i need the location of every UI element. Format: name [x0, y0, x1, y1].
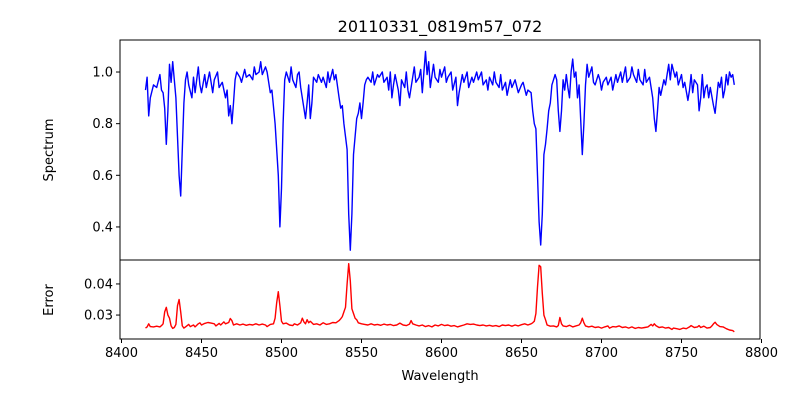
xlabel: Wavelength	[401, 369, 478, 384]
error-axes: 0.03 0.04 8400 8450 8500 8550 8600 8650 8700 8750…	[84, 259, 778, 361]
xtick-label: 8550	[345, 346, 378, 361]
error-axes-frame	[119, 259, 761, 340]
spectrum-ytick-label: 0.8	[92, 117, 113, 132]
spectrum-ylabel: Spectrum	[42, 119, 57, 182]
xtick-label: 8600	[425, 346, 458, 361]
xtick-label: 8400	[105, 346, 138, 361]
xtick-label: 8500	[265, 346, 298, 361]
spectrum-ytick-label: 0.6	[92, 169, 113, 184]
error-ytick-label: 0.03	[84, 309, 113, 324]
xtick-label: 8700	[585, 346, 618, 361]
spectrum-line	[144, 50, 735, 251]
error-ytick-label: 0.04	[84, 277, 113, 292]
spectrum-ytick-label: 0.4	[92, 220, 113, 235]
chart-title: 20110331_0819m57_072	[338, 17, 543, 37]
xtick-label: 8800	[745, 346, 778, 361]
xtick-label: 8650	[505, 346, 538, 361]
xtick-label: 8750	[665, 346, 698, 361]
error-line	[145, 263, 735, 333]
spectrum-axes: 0.4 0.6 0.8 1.0	[92, 39, 761, 261]
error-ylabel: Error	[42, 284, 57, 316]
xtick-label: 8450	[185, 346, 218, 361]
spectrum-ytick-label: 1.0	[92, 66, 113, 81]
